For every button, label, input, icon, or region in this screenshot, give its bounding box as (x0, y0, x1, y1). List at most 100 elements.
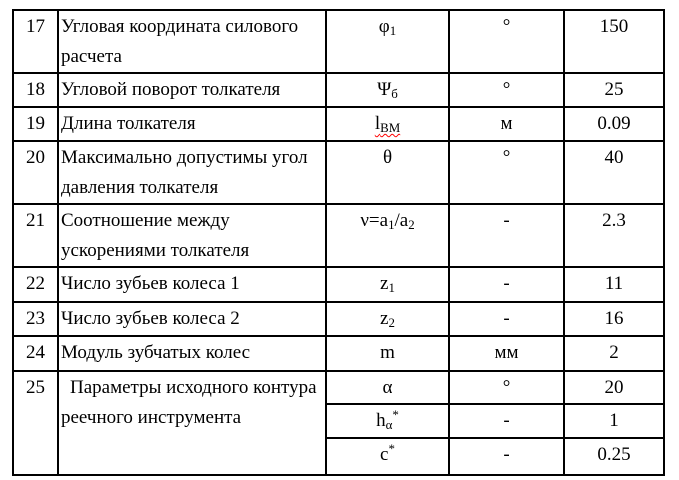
value-cell: 11 (563, 266, 665, 303)
value-cell: 20 (563, 370, 665, 405)
value-cell: 150 (563, 9, 665, 74)
unit-cell: мм (448, 335, 565, 372)
symbol-superscript: * (388, 440, 395, 456)
symbol-subscript: ВМ (380, 119, 401, 135)
symbol-base: /a (394, 210, 409, 231)
unit-cell: - (448, 266, 565, 303)
unit-cell: - (448, 437, 565, 476)
unit-cell: м (448, 106, 565, 142)
parameter-name-cell: Максимально допустимы угол давления толк… (57, 140, 327, 205)
symbol-subscript: 2 (408, 216, 415, 232)
parameter-symbol-spellchecked: lВМ (375, 113, 400, 134)
symbol-base: ν=a (360, 210, 389, 231)
row-number-cell: 18 (12, 72, 59, 108)
unit-cell: ° (448, 140, 565, 205)
symbol-cell: z2 (325, 301, 450, 337)
unit-cell: - (448, 203, 565, 268)
table-row: 19 Длина толкателя lВМ м 0.09 (12, 106, 665, 142)
symbol-base: h (376, 410, 386, 431)
table-row: 20 Максимально допустимы угол давления т… (12, 140, 665, 205)
symbol-cell: z1 (325, 266, 450, 303)
parameter-name-line: ускорениями толкателя (61, 240, 250, 261)
row-number-cell: 24 (12, 335, 59, 372)
row-number-cell: 17 (12, 9, 59, 74)
parameter-name-line: Угловая координата силового (61, 16, 299, 37)
symbol-base: z (380, 273, 389, 294)
value-cell: 0.25 (563, 437, 665, 476)
symbol-cell: φ1 (325, 9, 450, 74)
parameter-symbol: c* (380, 440, 395, 465)
parameter-symbol: z1 (380, 273, 395, 294)
value-cell: 2.3 (563, 203, 665, 268)
symbol-base: α (382, 377, 393, 398)
symbol-subscript: б (391, 85, 398, 101)
table-row: 18 Угловой поворот толкателя Ψб ° 25 (12, 72, 665, 108)
symbol-cell: m (325, 335, 450, 372)
value-cell: 16 (563, 301, 665, 337)
symbol-base: φ (378, 16, 390, 37)
parameters-table: 17 Угловая координата силового расчета φ… (12, 9, 665, 476)
row-number-cell: 19 (12, 106, 59, 142)
value-cell: 1 (563, 403, 665, 439)
table-row: 17 Угловая координата силового расчета φ… (12, 9, 665, 74)
parameter-name-line: Максимально допустимы угол (61, 147, 308, 168)
parameter-symbol: z2 (380, 308, 395, 329)
parameter-symbol: φ1 (379, 16, 396, 37)
parameter-symbol: α (383, 377, 393, 398)
parameter-name-cell: Угловая координата силового расчета (57, 9, 327, 74)
parameter-name-line: Параметры исходного контура (70, 377, 317, 398)
parameter-name-line: Угловой поворот толкателя (61, 79, 281, 100)
unit-cell: ° (448, 9, 565, 74)
table-row: c* - 0.25 (13, 437, 665, 476)
symbol-cell: c* (325, 437, 450, 476)
row-number-cell: 21 (12, 203, 59, 268)
unit-cell: - (448, 403, 565, 439)
symbol-cell: θ (325, 140, 450, 205)
symbol-cell: ν=a1/a2 (325, 203, 450, 268)
value-cell: 40 (563, 140, 665, 205)
row-number-cell: 22 (12, 266, 59, 303)
parameter-name-line: Число зубьев колеса 2 (61, 308, 240, 329)
parameter-symbol: m (380, 342, 395, 363)
table-row: 23 Число зубьев колеса 2 z2 - 16 (12, 301, 665, 337)
parameter-name-cell: Число зубьев колеса 2 (57, 301, 327, 337)
row-number-cell: 20 (12, 140, 59, 205)
symbol-base: m (380, 342, 395, 363)
parameter-name-line: Модуль зубчатых колес (61, 342, 251, 363)
parameter-symbol: ν=a1/a2 (360, 210, 414, 231)
parameter-name-line: давления толкателя (61, 177, 219, 198)
table-row: hα* - 1 (13, 403, 665, 439)
table-row: 21 Соотношение между ускорениями толкате… (12, 203, 665, 268)
parameter-name-line: расчета (61, 46, 122, 67)
parameter-name-line: Длина толкателя (61, 113, 196, 134)
unit-cell: - (448, 301, 565, 337)
symbol-cell: hα* (325, 403, 450, 439)
unit-cell: ° (448, 370, 565, 405)
parameter-name-line: Число зубьев колеса 1 (61, 273, 240, 294)
parameter-symbol: Ψб (377, 79, 398, 100)
symbol-base: c (380, 444, 389, 465)
table-row: 24 Модуль зубчатых колес m мм 2 (12, 335, 665, 372)
parameter-name-line: реечного инструмента (61, 407, 242, 428)
symbol-cell: α (325, 370, 450, 405)
symbol-base: z (380, 308, 389, 329)
symbol-base: Ψ (377, 79, 392, 100)
table-row: 25 Параметры исходного контура реечного … (12, 370, 665, 476)
parameter-name-cell: Параметры исходного контура реечного инс… (57, 370, 327, 476)
parameter-symbol: hα* (376, 408, 399, 431)
parameter-name-cell: Угловой поворот толкателя (57, 72, 327, 108)
value-cell: 25 (563, 72, 665, 108)
symbol-subscript: 1 (388, 216, 395, 232)
parameter-name-cell: Длина толкателя (57, 106, 327, 142)
parameter-name-line: Соотношение между (61, 210, 230, 231)
symbol-base: l (374, 113, 381, 134)
value-cell: 2 (563, 335, 665, 372)
symbol-cell: Ψб (325, 72, 450, 108)
row-number-cell: 25 (12, 370, 59, 476)
symbol-subscript: 1 (388, 279, 395, 295)
symbol-cell: lВМ (325, 106, 450, 142)
parameter-name-cell: Число зубьев колеса 1 (57, 266, 327, 303)
unit-cell: ° (448, 72, 565, 108)
row-number-cell: 23 (12, 301, 59, 337)
symbol-subscript: 2 (388, 314, 395, 330)
